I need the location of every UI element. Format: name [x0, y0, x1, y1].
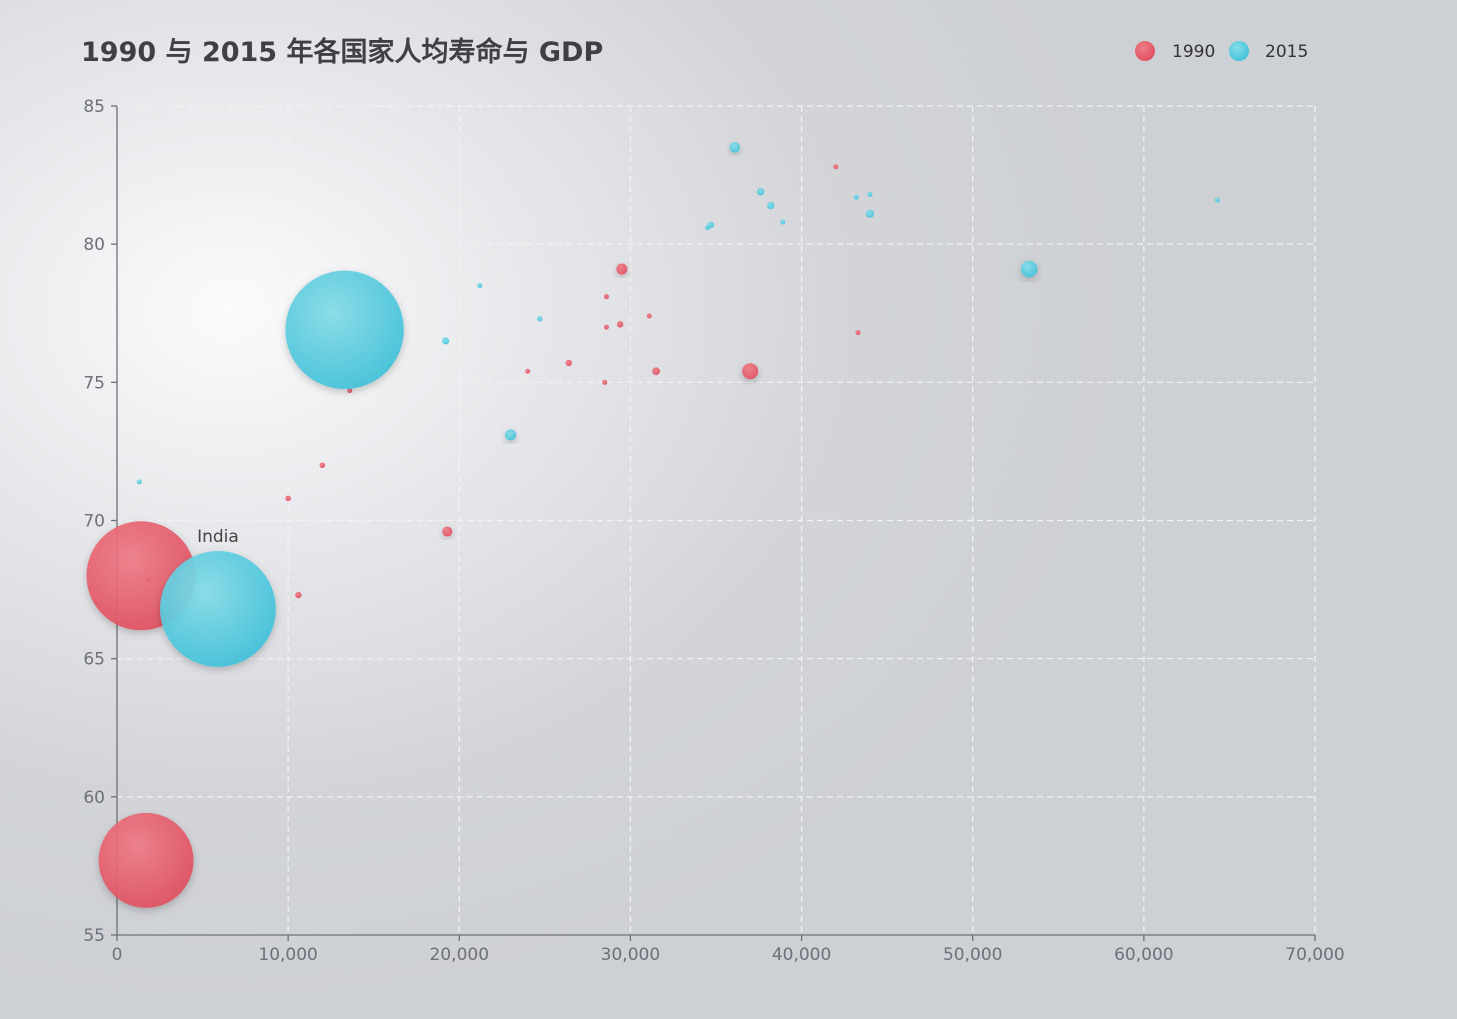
bubble-2015[interactable] [505, 429, 517, 441]
bubble-2015[interactable] [867, 191, 873, 197]
point-label-india: India [197, 527, 239, 547]
bubble-1990[interactable] [347, 388, 353, 394]
legend-item-1990[interactable]: 1990 [1135, 41, 1215, 62]
x-tick-label: 30,000 [601, 945, 660, 965]
bubble-1990[interactable] [285, 495, 291, 502]
bubble-1990[interactable] [442, 526, 453, 537]
bubble-1990[interactable] [742, 363, 759, 380]
bubble-1990[interactable] [616, 263, 628, 275]
y-tick-label: 70 [83, 512, 105, 532]
bubble-1990[interactable] [616, 321, 624, 328]
bubble-2015[interactable] [136, 479, 142, 485]
bubble-2015[interactable] [477, 283, 483, 289]
bubble-2015[interactable] [1020, 260, 1038, 278]
bubble-1990[interactable] [145, 576, 151, 582]
y-tick-label: 65 [83, 650, 105, 670]
x-tick-label: 50,000 [943, 945, 1002, 965]
bubble-2015[interactable] [865, 209, 875, 218]
bubble-1990[interactable] [855, 330, 861, 336]
bubble-1990[interactable] [295, 591, 302, 599]
legend-item-2015[interactable]: 2015 [1229, 41, 1308, 62]
series-2015 [136, 142, 1220, 667]
legend-marker-2015 [1229, 41, 1249, 61]
grid [117, 105, 1316, 935]
bubble-1990[interactable] [319, 462, 326, 469]
bubble-1990[interactable] [603, 324, 609, 330]
y-tick-label: 80 [83, 235, 105, 255]
bubble-2015[interactable] [537, 316, 543, 322]
bubble-2015[interactable] [1214, 197, 1220, 203]
bubble-1990[interactable] [525, 368, 531, 374]
x-tick-label: 60,000 [1114, 945, 1173, 965]
bubble-2015[interactable] [756, 187, 765, 196]
bubble-2015[interactable] [442, 337, 450, 345]
bubble-1990[interactable] [603, 294, 609, 300]
bubble-2015[interactable] [729, 142, 740, 153]
bubble-1990[interactable] [602, 379, 608, 385]
bubble-1990[interactable] [833, 164, 839, 170]
y-tick-label: 60 [83, 788, 105, 808]
legend-marker-1990 [1135, 41, 1155, 61]
bubble-2015[interactable] [780, 219, 786, 225]
x-tick-label: 20,000 [430, 945, 489, 965]
axes: 0 10,000 20,000 30,000 40,000 50,000 60,000 70,… [83, 97, 1344, 965]
x-tick-label: 40,000 [772, 945, 831, 965]
y-tick-label: 85 [83, 97, 105, 117]
y-tick-label: 55 [83, 926, 105, 946]
bubble-2015[interactable] [767, 201, 775, 210]
bubble-2015[interactable] [160, 551, 276, 667]
x-tick-label: 10,000 [258, 945, 317, 965]
legend-label-1990: 1990 [1172, 42, 1215, 62]
bubble-1990[interactable] [565, 359, 573, 367]
chart-title: 1990 与 2015 年各国家人均寿命与 GDP [81, 36, 603, 68]
bubble-1990[interactable] [98, 812, 194, 908]
legend-label-2015: 2015 [1265, 42, 1308, 62]
bubble-2015[interactable] [285, 270, 404, 390]
bubble-2015[interactable] [707, 221, 715, 229]
bubble-2015[interactable] [853, 194, 859, 200]
y-tick-label: 75 [83, 373, 105, 393]
x-tick-label: 0 [112, 945, 123, 965]
x-tick-label: 70,000 [1285, 945, 1344, 965]
legend: 1990 2015 [1135, 41, 1308, 62]
bubble-1990[interactable] [646, 313, 652, 319]
bubble-1990[interactable] [652, 367, 661, 376]
plot-area [86, 142, 1220, 908]
annotations: India [197, 527, 239, 547]
